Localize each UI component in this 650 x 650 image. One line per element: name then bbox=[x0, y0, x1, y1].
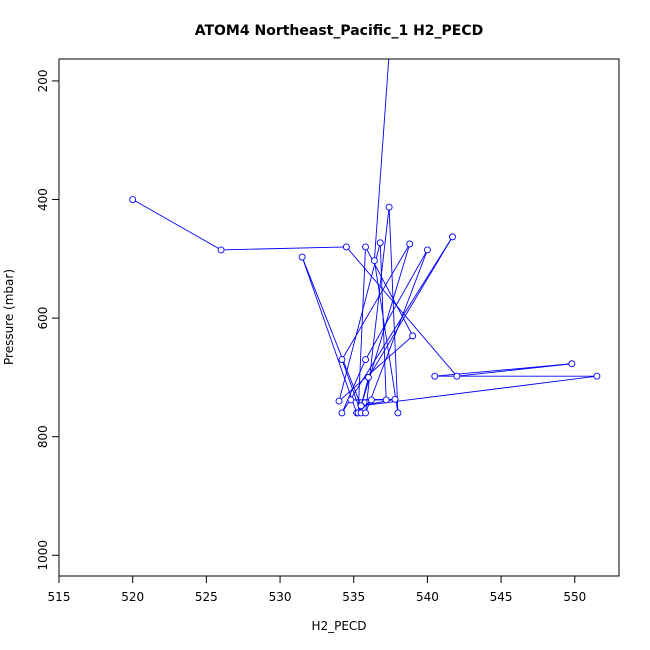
x-axis: 515 520 525 530 535 540 545 550 bbox=[48, 576, 586, 604]
y-tick-label: 800 bbox=[36, 425, 50, 448]
data-point bbox=[357, 402, 365, 410]
series-segment bbox=[341, 243, 411, 360]
data-point bbox=[129, 196, 137, 203]
data-point bbox=[394, 409, 402, 417]
series-segment bbox=[360, 377, 369, 406]
series-segment bbox=[365, 249, 428, 360]
data-point bbox=[409, 332, 417, 340]
series-segment bbox=[379, 242, 387, 400]
series-segment bbox=[338, 242, 381, 402]
series-segment bbox=[338, 335, 413, 402]
x-tick-label: 550 bbox=[563, 590, 586, 604]
y-axis: 200 400 600 800 1000 bbox=[36, 69, 59, 571]
y-tick-label: 600 bbox=[36, 307, 50, 330]
x-tick-label: 535 bbox=[342, 590, 365, 604]
data-point bbox=[593, 372, 601, 380]
data-point bbox=[362, 356, 369, 364]
data-point bbox=[347, 396, 355, 404]
data-point bbox=[217, 246, 225, 254]
x-tick-label: 525 bbox=[195, 590, 218, 604]
data-point bbox=[365, 373, 372, 381]
data-point bbox=[335, 397, 343, 405]
series-segment bbox=[341, 359, 362, 414]
data-point bbox=[423, 246, 431, 254]
y-axis-label: Pressure (mbar) bbox=[2, 269, 16, 365]
data-point bbox=[338, 409, 346, 417]
y-tick-label: 200 bbox=[36, 69, 50, 92]
data-point bbox=[382, 396, 390, 404]
data-point bbox=[453, 372, 461, 380]
data-point bbox=[376, 239, 384, 247]
series-segment bbox=[388, 207, 399, 413]
y-tick-label: 1000 bbox=[36, 540, 50, 571]
data-point bbox=[391, 395, 399, 403]
data-point bbox=[338, 356, 346, 364]
series-segment bbox=[361, 375, 597, 407]
data-point bbox=[431, 372, 439, 380]
x-tick-label: 515 bbox=[48, 590, 71, 604]
data-point bbox=[385, 203, 393, 211]
data-point bbox=[362, 243, 369, 251]
series-segment bbox=[341, 236, 453, 414]
series-segment bbox=[301, 256, 358, 414]
chart-title: ATOM4 Northeast_Pacific_1 H2_PECD bbox=[195, 23, 484, 39]
series-segment bbox=[365, 249, 428, 414]
data-point bbox=[449, 233, 456, 241]
x-tick-label: 545 bbox=[490, 590, 513, 604]
data-point bbox=[370, 257, 378, 265]
series-segment bbox=[373, 59, 390, 261]
data-point bbox=[367, 396, 375, 404]
series-segment bbox=[221, 246, 347, 251]
x-tick-label: 520 bbox=[121, 590, 144, 604]
data-point bbox=[568, 360, 576, 368]
series-segment bbox=[301, 256, 362, 407]
series-segment bbox=[341, 359, 366, 414]
series-segment bbox=[132, 199, 222, 251]
data-point bbox=[298, 253, 306, 261]
series-segment bbox=[373, 260, 399, 414]
x-tick-label: 540 bbox=[416, 590, 439, 604]
data-point bbox=[362, 409, 369, 417]
data-point bbox=[406, 240, 414, 248]
data-point bbox=[342, 243, 350, 251]
plot-frame bbox=[58, 58, 620, 577]
series-segment bbox=[368, 236, 453, 378]
y-tick-label: 400 bbox=[36, 188, 50, 211]
x-tick-label: 530 bbox=[269, 590, 292, 604]
x-axis-label: H2_PECD bbox=[311, 619, 366, 633]
